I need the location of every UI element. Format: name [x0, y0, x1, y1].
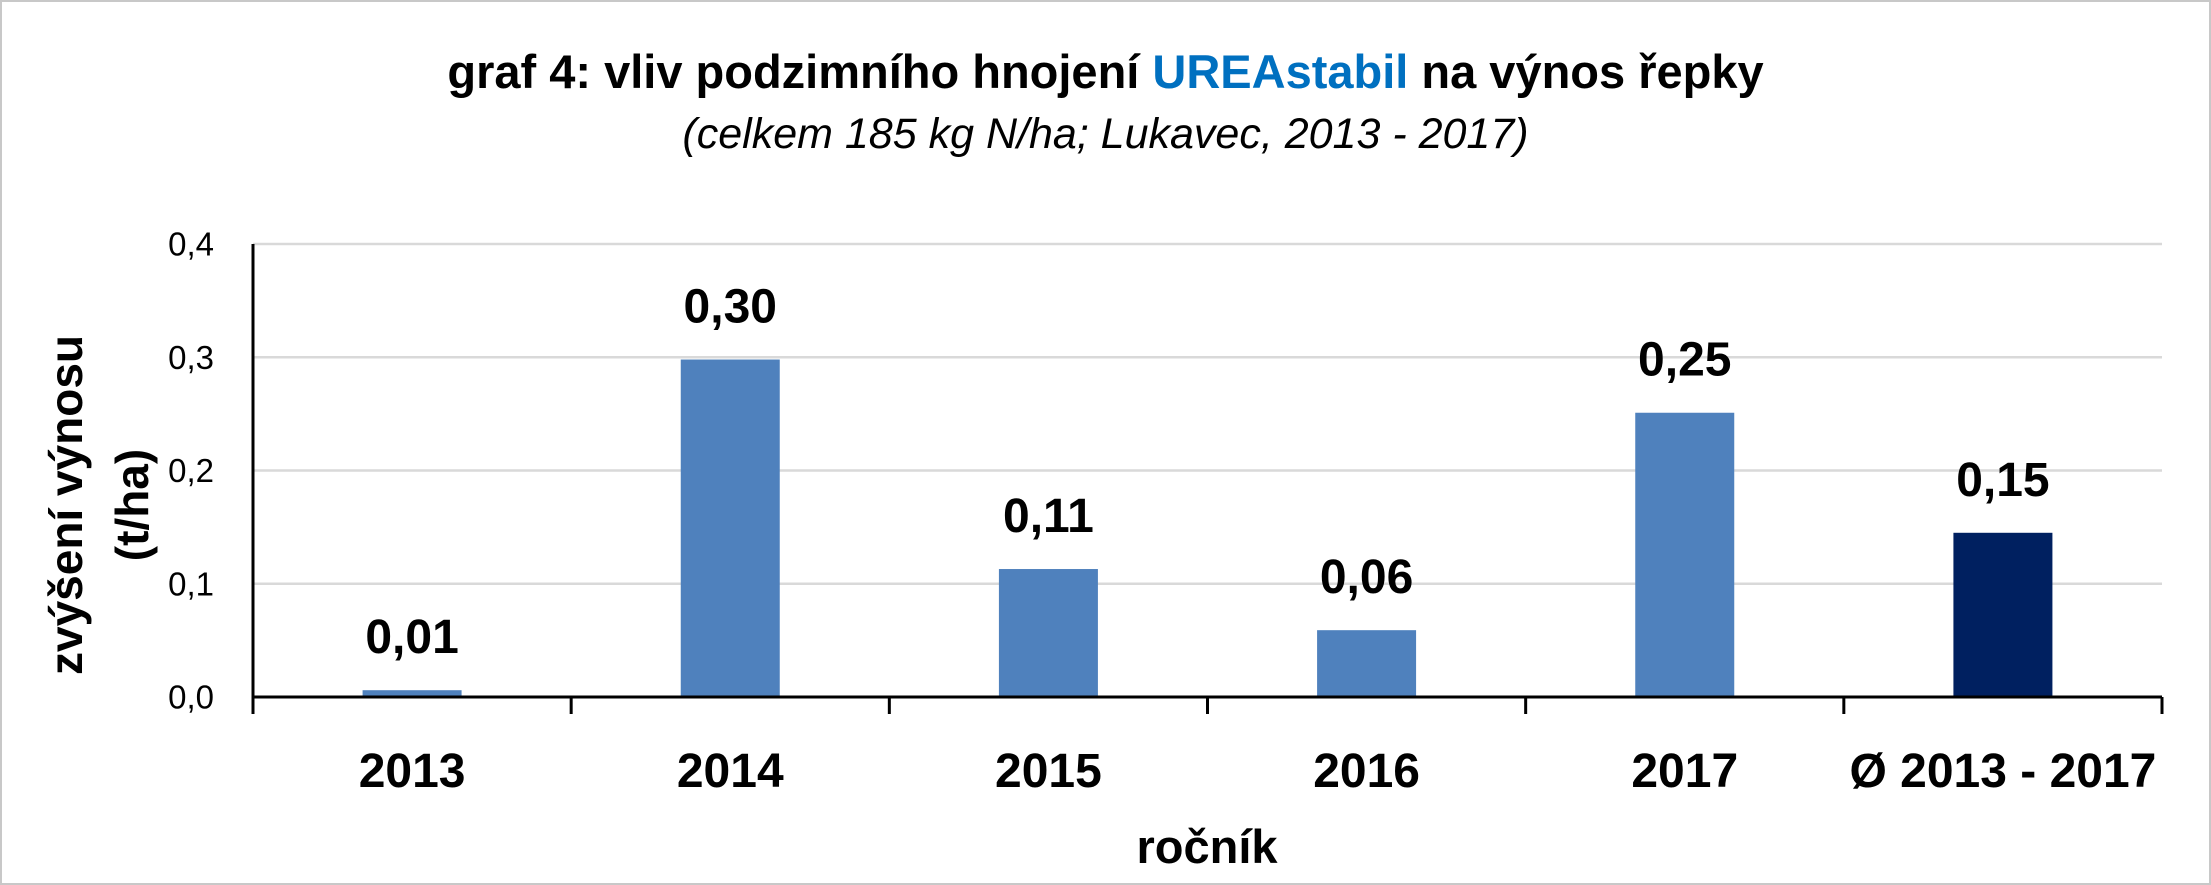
data-label: 0,15: [1956, 454, 2049, 507]
x-axis-title: ročník: [1136, 820, 1278, 873]
chart-title: graf 4: vliv podzimního hnojení UREAstab…: [2, 44, 2209, 100]
data-label: 0,01: [365, 611, 458, 664]
y-tick-label: 0,0: [168, 679, 214, 716]
x-tick-label: 2013: [359, 745, 466, 798]
data-label: 0,11: [1003, 490, 1094, 543]
bar-2017: [1635, 412, 1735, 697]
chart-title-prefix: graf 4: vliv podzimního hnojení: [447, 45, 1153, 98]
bar-2013: [362, 690, 462, 697]
x-tick-label: 2015: [995, 745, 1102, 798]
bar-2014: [680, 359, 780, 697]
y-tick-label: 0,2: [168, 452, 214, 489]
y-tick-label: 0,3: [168, 339, 214, 376]
chart-subtitle: (celkem 185 kg N/ha; Lukavec, 2013 - 201…: [682, 110, 1529, 158]
x-tick-label: Ø 2013 - 2017: [1849, 745, 2156, 798]
bars: [362, 359, 2053, 697]
data-label: 0,25: [1638, 334, 1731, 387]
x-tick-label: 2014: [677, 745, 784, 798]
y-axis-title-line-1: zvýšení výnosu: [40, 335, 92, 675]
chart-title-suffix: na výnos řepky: [1408, 45, 1764, 98]
y-tick-label: 0,4: [168, 226, 214, 263]
bar-2016: [1317, 630, 1417, 697]
y-tick-label: 0,1: [168, 565, 214, 602]
bar-2015: [998, 569, 1098, 697]
x-tick-label: 2017: [1631, 745, 1738, 798]
gridlines: [253, 242, 2162, 585]
bar-2013-2017: [1953, 532, 2053, 697]
data-label: 0,30: [684, 281, 777, 334]
y-axis-title-line-2: (t/ha): [106, 449, 158, 561]
x-tick-marks: [251, 697, 2164, 714]
x-tick-label: 2016: [1313, 745, 1420, 798]
chart-title-highlight: UREAstabil: [1152, 45, 1409, 98]
data-label: 0,06: [1320, 551, 1413, 604]
